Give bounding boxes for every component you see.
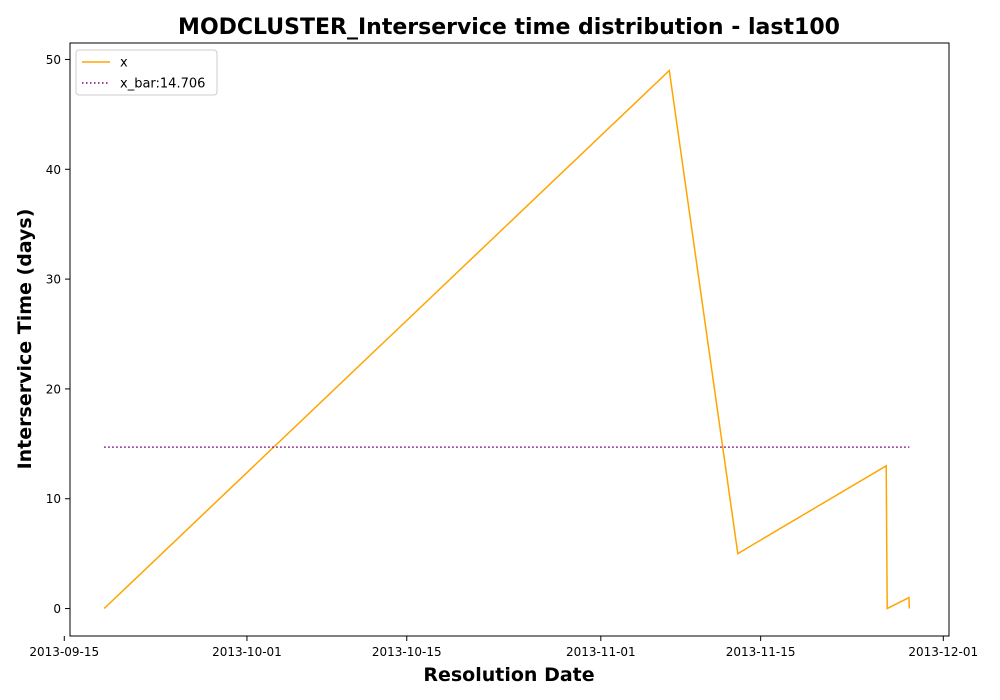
legend-label-1: x_bar:14.706 [120, 77, 205, 92]
x-tick-label-3: 2013-11-01 [566, 645, 636, 659]
x-tick-label-2: 2013-10-15 [372, 645, 442, 659]
x-tick-label-1: 2013-10-01 [212, 645, 282, 659]
y-axis-title: Interservice Time (days) [14, 209, 36, 470]
y-tick-label-1: 10 [46, 492, 61, 506]
x-tick-label-5: 2013-12-01 [908, 645, 978, 659]
legend-box [75, 49, 218, 96]
chart-title: MODCLUSTER_Interservice time distributio… [178, 15, 840, 40]
y-tick-label-5: 50 [46, 53, 61, 67]
x-tick-label-0: 2013-09-15 [29, 645, 99, 659]
y-tick-label-3: 30 [46, 273, 61, 287]
y-tick-label-2: 20 [46, 382, 61, 396]
plot-frame [69, 42, 950, 637]
legend-label-0: x [120, 56, 128, 71]
y-tick-label-4: 40 [46, 163, 61, 177]
x-tick-label-4: 2013-11-15 [726, 645, 796, 659]
x-axis-title: Resolution Date [423, 664, 594, 686]
series-line-0 [103, 68, 911, 610]
plot-area: 2013-09-15 2013-10-01 2013-10-15 2013-11-01… [29, 42, 978, 659]
y-tick-label-0: 0 [53, 602, 61, 616]
